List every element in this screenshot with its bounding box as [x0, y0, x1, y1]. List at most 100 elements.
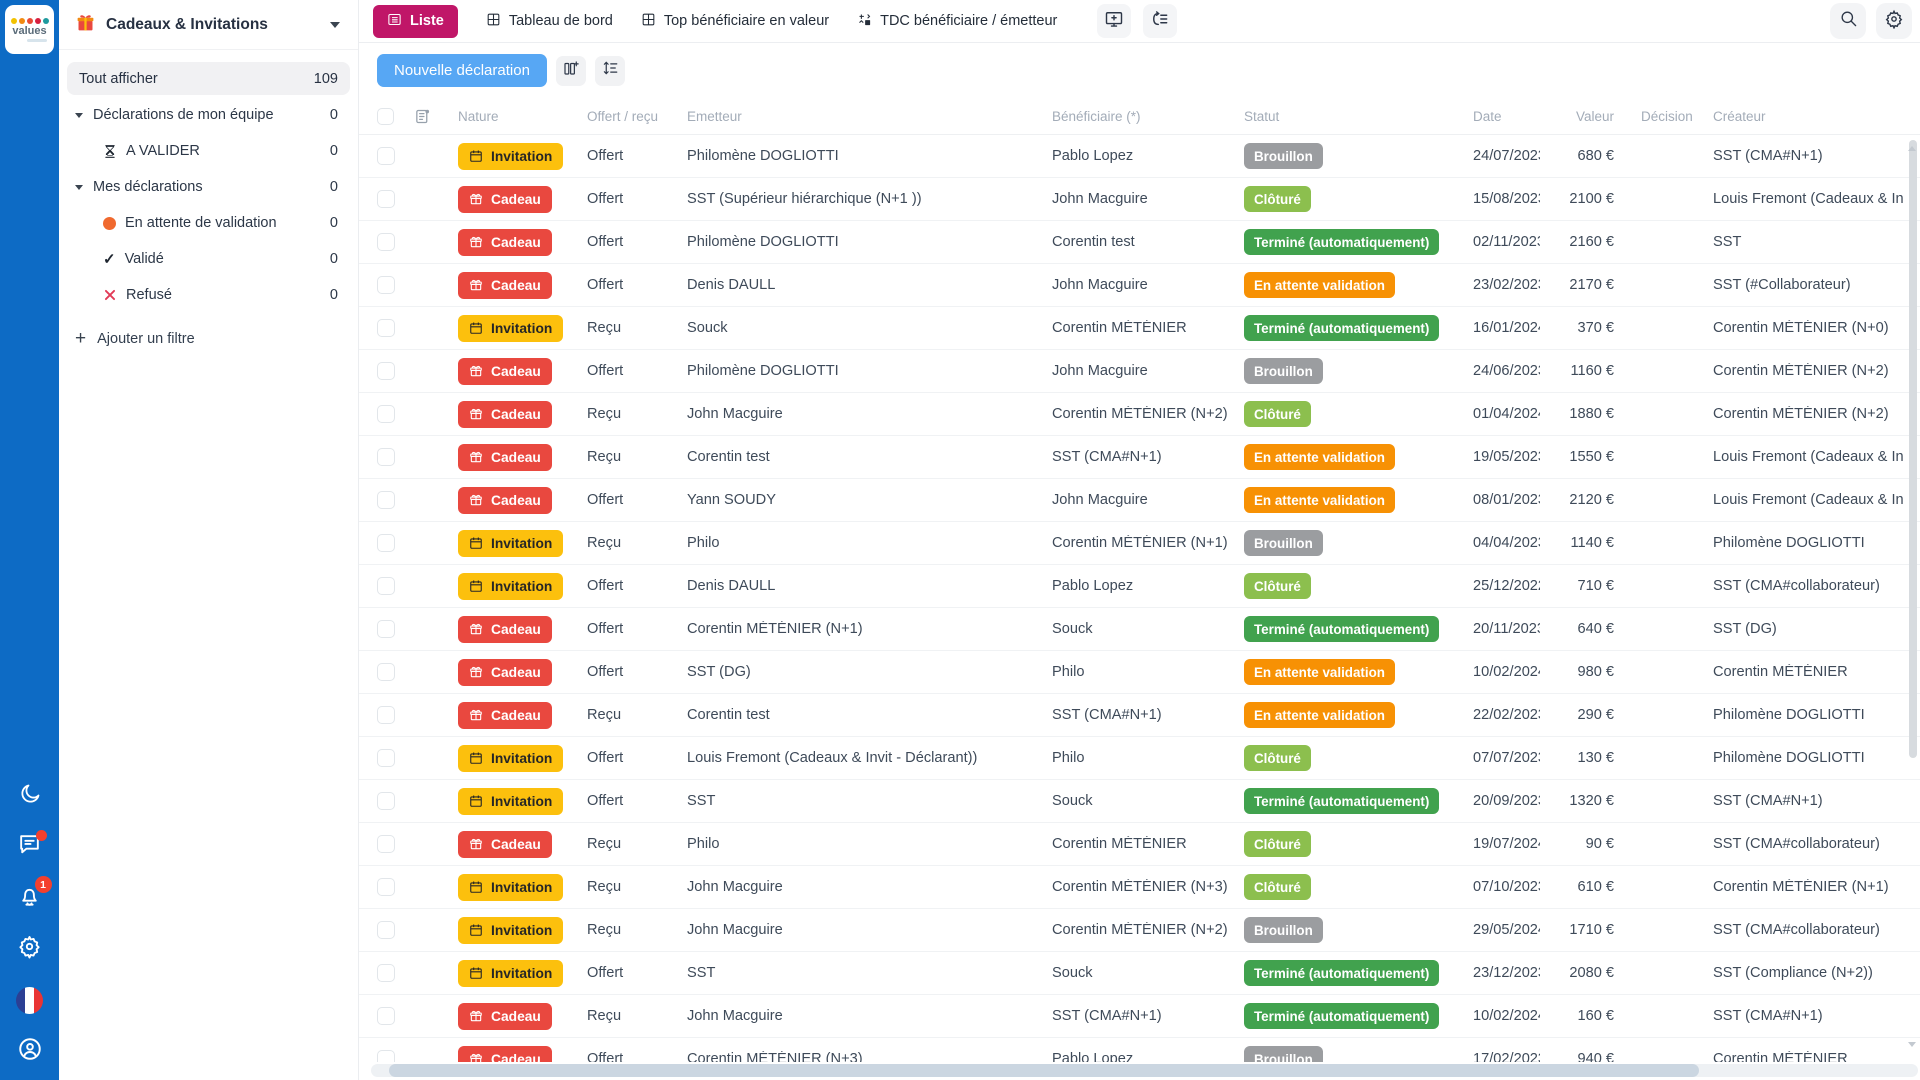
settings-button[interactable] — [1876, 3, 1912, 39]
table-row[interactable]: Invitation Reçu Souck Corentin MÉTÉNIER … — [359, 307, 1920, 350]
grid-icon — [641, 12, 656, 31]
cell-valeur: 1710 € — [1569, 922, 1614, 938]
rail-settings-button[interactable] — [15, 934, 45, 964]
tab-top-beneficiaire[interactable]: Top bénéficiaire en valeur — [641, 12, 829, 31]
app-switcher[interactable]: Cadeaux & Invitations — [59, 0, 358, 50]
row-checkbox[interactable] — [377, 1007, 395, 1025]
list-flow-button[interactable] — [1143, 4, 1178, 38]
row-checkbox[interactable] — [377, 964, 395, 982]
sidebar-item-refuse[interactable]: Refusé 0 — [59, 277, 358, 313]
row-checkbox[interactable] — [377, 1050, 395, 1062]
toolbar: Nouvelle déclaration — [359, 43, 1920, 98]
nature-label: Cadeau — [491, 277, 541, 293]
add-filter-button[interactable]: + Ajouter un filtre — [59, 321, 358, 357]
monitor-plus-button[interactable] — [1097, 4, 1132, 38]
sidebar-item-declarations-equipe[interactable]: Déclarations de mon équipe 0 — [59, 97, 358, 133]
nature-label: Cadeau — [491, 406, 541, 422]
horizontal-scrollbar[interactable] — [389, 1064, 1699, 1077]
sort-button[interactable] — [594, 55, 625, 86]
table-row[interactable]: Cadeau Reçu John Macguire Corentin MÉTÉN… — [359, 393, 1920, 436]
table-row[interactable]: Cadeau Offert Denis DAULL John Macguire … — [359, 264, 1920, 307]
row-checkbox[interactable] — [377, 706, 395, 724]
note-icon[interactable] — [395, 108, 449, 125]
cell-offert-recu: Offert — [587, 492, 624, 508]
row-checkbox[interactable] — [377, 147, 395, 165]
table-row[interactable]: Cadeau Offert SST (DG) Philo En attente … — [359, 651, 1920, 694]
nature-badge: Invitation — [458, 142, 564, 170]
row-checkbox[interactable] — [377, 577, 395, 595]
sidebar-item-tout-afficher[interactable]: Tout afficher 109 — [67, 62, 350, 95]
table-row[interactable]: Invitation Reçu John Macguire Corentin M… — [359, 909, 1920, 952]
table-row[interactable]: Invitation Offert Denis DAULL Pablo Lope… — [359, 565, 1920, 608]
row-checkbox[interactable] — [377, 233, 395, 251]
table-row[interactable]: Cadeau Offert Philomène DOGLIOTTI John M… — [359, 350, 1920, 393]
tab-tableau-de-bord[interactable]: Tableau de bord — [486, 12, 613, 31]
row-checkbox[interactable] — [377, 276, 395, 294]
columns-add-button[interactable] — [555, 55, 586, 86]
row-checkbox[interactable] — [377, 620, 395, 638]
table-row[interactable]: Invitation Offert Louis Fremont (Cadeaux… — [359, 737, 1920, 780]
table-row[interactable]: Invitation Reçu Philo Corentin MÉTÉNIER … — [359, 522, 1920, 565]
sidebar-item-a-valider[interactable]: A VALIDER 0 — [59, 133, 358, 169]
row-checkbox[interactable] — [377, 749, 395, 767]
sidebar-item-valide[interactable]: ✓ Validé 0 — [59, 241, 358, 277]
table-row[interactable]: Cadeau Reçu Corentin test SST (CMA#N+1) … — [359, 436, 1920, 479]
row-checkbox[interactable] — [377, 448, 395, 466]
add-filter-label: Ajouter un filtre — [97, 331, 195, 347]
row-checkbox[interactable] — [377, 491, 395, 509]
notifications-button[interactable]: 1 — [15, 876, 52, 913]
table-row[interactable]: Invitation Reçu John Macguire Corentin M… — [359, 866, 1920, 909]
table-row[interactable]: Cadeau Offert Corentin MÉTÉNIER (N+3) Pa… — [359, 1038, 1920, 1062]
nature-badge: Cadeau — [458, 1045, 552, 1062]
table-row[interactable]: Cadeau Offert SST (Supérieur hiérarchiqu… — [359, 178, 1920, 221]
row-checkbox[interactable] — [377, 319, 395, 337]
cell-offert-recu: Offert — [587, 750, 624, 766]
nature-label: Cadeau — [491, 234, 541, 250]
sort-arrows-icon — [601, 59, 619, 82]
values-logo[interactable]: values — [5, 5, 54, 54]
table-row[interactable]: Cadeau Reçu John Macguire SST (CMA#N+1) … — [359, 995, 1920, 1038]
table-row[interactable]: Cadeau Offert Philomène DOGLIOTTI Corent… — [359, 221, 1920, 264]
nature-badge: Cadeau — [458, 658, 552, 686]
table-row[interactable]: Cadeau Reçu Philo Corentin MÉTÉNIER Clôt… — [359, 823, 1920, 866]
scroll-down-arrow-icon[interactable] — [1908, 1042, 1916, 1047]
messages-button[interactable] — [15, 830, 47, 862]
gear-icon — [17, 934, 42, 964]
row-checkbox[interactable] — [377, 362, 395, 380]
nature-label: Cadeau — [491, 449, 541, 465]
tab-tdc-beneficiaire[interactable]: TDC bénéficiaire / émetteur — [857, 12, 1057, 31]
row-checkbox[interactable] — [377, 190, 395, 208]
dark-mode-button[interactable] — [15, 781, 45, 811]
select-all-checkbox[interactable] — [377, 107, 394, 125]
nature-label: Invitation — [491, 793, 553, 809]
scroll-up-arrow-icon[interactable] — [1908, 146, 1916, 151]
cell-emetteur: Yann SOUDY — [687, 492, 776, 508]
new-declaration-button[interactable]: Nouvelle déclaration — [377, 54, 547, 87]
cell-emetteur: Denis DAULL — [687, 578, 776, 594]
table-row[interactable]: Cadeau Reçu Corentin test SST (CMA#N+1) … — [359, 694, 1920, 737]
table-row[interactable]: Cadeau Offert Yann SOUDY John Macguire E… — [359, 479, 1920, 522]
vertical-scrollbar[interactable] — [1909, 140, 1917, 758]
table-row[interactable]: Invitation Offert SST Souck Terminé (aut… — [359, 780, 1920, 823]
table-row[interactable]: Cadeau Offert Corentin MÉTÉNIER (N+1) So… — [359, 608, 1920, 651]
sidebar-item-en-attente[interactable]: En attente de validation 0 — [59, 205, 358, 241]
header-statut: Statut — [1244, 108, 1280, 124]
row-checkbox[interactable] — [377, 534, 395, 552]
header-offert-recu: Offert / reçu — [587, 108, 659, 124]
cell-createur: Philomène DOGLIOTTI — [1713, 707, 1865, 723]
cell-offert-recu: Reçu — [587, 406, 622, 422]
language-button[interactable] — [15, 985, 45, 1015]
tab-liste[interactable]: Liste — [373, 4, 458, 38]
search-button[interactable] — [1830, 3, 1866, 39]
row-checkbox[interactable] — [377, 835, 395, 853]
table-row[interactable]: Invitation Offert Philomène DOGLIOTTI Pa… — [359, 135, 1920, 178]
account-button[interactable] — [15, 1036, 45, 1066]
row-checkbox[interactable] — [377, 921, 395, 939]
row-checkbox[interactable] — [377, 792, 395, 810]
sidebar-item-mes-declarations[interactable]: Mes déclarations 0 — [59, 169, 358, 205]
row-checkbox[interactable] — [377, 405, 395, 423]
view-tabs-bar: Liste Tableau de bord Top bénéficiaire e… — [359, 0, 1920, 43]
row-checkbox[interactable] — [377, 878, 395, 896]
table-row[interactable]: Invitation Offert SST Souck Terminé (aut… — [359, 952, 1920, 995]
row-checkbox[interactable] — [377, 663, 395, 681]
